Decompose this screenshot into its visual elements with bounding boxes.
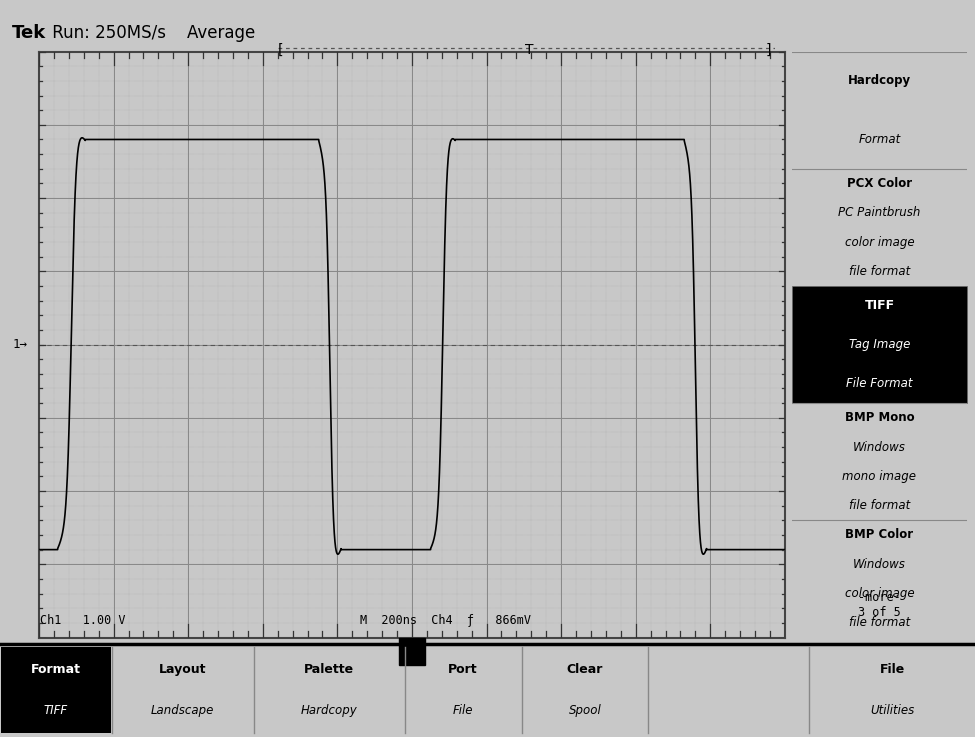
- Text: Clear: Clear: [566, 663, 604, 677]
- Bar: [792, 286, 967, 403]
- Text: Format: Format: [31, 663, 81, 677]
- Text: TIFF: TIFF: [44, 704, 68, 716]
- Bar: [1, 647, 111, 733]
- Text: Tag Image: Tag Image: [849, 338, 910, 351]
- Text: Tek: Tek: [12, 24, 46, 41]
- Text: color image: color image: [844, 236, 915, 248]
- Text: File: File: [452, 704, 474, 716]
- Text: Windows: Windows: [853, 558, 906, 570]
- Text: Format: Format: [858, 133, 901, 146]
- Text: BMP Color: BMP Color: [845, 528, 914, 542]
- Text: Hardcopy: Hardcopy: [300, 704, 358, 716]
- Text: PCX Color: PCX Color: [847, 177, 912, 190]
- Text: Hardcopy: Hardcopy: [848, 74, 911, 88]
- Text: -more-
3 of 5: -more- 3 of 5: [858, 591, 901, 619]
- Text: Port: Port: [448, 663, 478, 677]
- Text: BMP Mono: BMP Mono: [844, 411, 915, 425]
- Text: file format: file format: [849, 265, 910, 278]
- Text: Ch1   1.00 V: Ch1 1.00 V: [41, 613, 126, 626]
- Text: Landscape: Landscape: [151, 704, 214, 716]
- Text: Run: 250MS/s    Average: Run: 250MS/s Average: [47, 24, 255, 41]
- Text: file format: file format: [849, 499, 910, 512]
- Text: File: File: [879, 663, 905, 677]
- Text: PC Paintbrush: PC Paintbrush: [838, 206, 920, 219]
- Text: [: [: [278, 43, 284, 57]
- Text: T: T: [526, 43, 533, 57]
- Text: Windows: Windows: [853, 441, 906, 453]
- Text: TIFF: TIFF: [865, 299, 894, 312]
- Text: Layout: Layout: [159, 663, 207, 677]
- Text: Utilities: Utilities: [870, 704, 915, 716]
- Text: File Format: File Format: [846, 377, 913, 390]
- Text: ]: ]: [765, 43, 771, 57]
- Text: 1→: 1→: [13, 338, 28, 351]
- Text: Spool: Spool: [568, 704, 602, 716]
- Text: Palette: Palette: [304, 663, 354, 677]
- Text: mono image: mono image: [842, 470, 916, 483]
- Text: color image: color image: [844, 587, 915, 600]
- Text: M  200ns  Ch4  ƒ   866mV: M 200ns Ch4 ƒ 866mV: [360, 613, 530, 626]
- Bar: [399, 638, 425, 666]
- Text: file format: file format: [849, 616, 910, 629]
